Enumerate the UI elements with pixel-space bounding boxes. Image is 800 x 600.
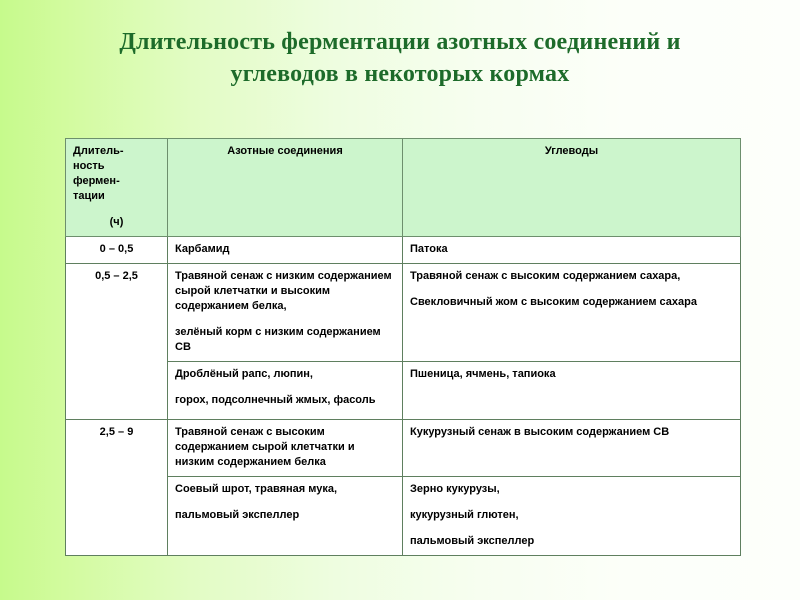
nitrogen-item: зелёный корм с низким содержанием СВ: [175, 326, 381, 353]
carbohydrate-cell: Травяной сенаж с высоким содержанием сах…: [402, 263, 741, 362]
header-cell-carbohydrates: Углеводы: [402, 138, 741, 237]
nitrogen-item: Карбамид: [175, 243, 230, 255]
carbohydrate-cell: Зерно кукурузы, кукурузный глютен, пальм…: [402, 476, 741, 556]
carbohydrate-item: Зерно кукурузы,: [410, 483, 500, 495]
nitrogen-item: горох, подсолнечный жмых, фасоль: [175, 394, 376, 406]
duration-cell: 0 – 0,5: [65, 236, 168, 264]
table-row: Соевый шрот, травяная мука, пальмовый эк…: [66, 476, 741, 556]
carbohydrate-item: Кукурузный сенаж в высоким содержанием С…: [410, 426, 670, 438]
nitrogen-item: Травяной сенаж с высоким содержанием сыр…: [175, 426, 355, 468]
carbohydrate-item: Травяной сенаж с высоким содержанием сах…: [410, 270, 681, 282]
header-duration-line-4: тации: [73, 190, 105, 202]
carbohydrate-cell: Кукурузный сенаж в высоким содержанием С…: [402, 419, 741, 477]
carbohydrate-cell: Пшеница, ячмень, тапиока: [402, 361, 741, 420]
header-duration-unit: (ч): [109, 216, 124, 228]
nitrogen-item: Травяной сенаж с низким содержанием сыро…: [175, 270, 392, 312]
table-row: 0 – 0,5 Карбамид Патока: [65, 236, 741, 264]
carbohydrate-cell: Патока: [402, 236, 741, 264]
header-cell-nitrogen: Азотные соединения: [167, 138, 403, 237]
table-row: 0,5 – 2,5 Травяной сенаж с низким содерж…: [65, 263, 741, 420]
header-cell-duration: Длитель- ность фермен- тации (ч): [65, 138, 168, 237]
header-duration-line-2: ность: [73, 160, 105, 172]
page-title: Длительность ферментации азотных соедине…: [119, 29, 681, 87]
carbohydrate-item: Свекловичный жом с высоким содержанием с…: [410, 296, 697, 308]
nitrogen-item: Дроблёный рапс, люпин,: [175, 368, 313, 380]
table-row: 2,5 – 9 Травяной сенаж с высоким содержа…: [65, 419, 741, 556]
nitrogen-cell: Травяной сенаж с низким содержанием сыро…: [167, 263, 403, 362]
header-duration-line-3: фермен-: [73, 175, 120, 187]
header-duration-line-1: Длитель-: [73, 145, 124, 157]
table-header-row: Длитель- ность фермен- тации (ч) Азотные…: [65, 138, 741, 237]
nitrogen-cell: Карбамид: [167, 236, 403, 264]
nitrogen-cell: Дроблёный рапс, люпин, горох, подсолнечн…: [167, 361, 403, 420]
carbohydrate-item: Пшеница, ячмень, тапиока: [410, 368, 556, 380]
duration-cell: 0,5 – 2,5: [65, 263, 168, 420]
nitrogen-cell: Соевый шрот, травяная мука, пальмовый эк…: [167, 476, 403, 556]
carbohydrate-item: пальмовый экспеллер: [410, 535, 535, 547]
nitrogen-cell: Травяной сенаж с высоким содержанием сыр…: [167, 419, 403, 477]
nitrogen-item: пальмовый экспеллер: [175, 509, 300, 521]
carbohydrate-item: Патока: [410, 243, 448, 255]
carbohydrate-item: кукурузный глютен,: [410, 509, 519, 521]
nitrogen-item: Соевый шрот, травяная мука,: [175, 483, 338, 495]
fermentation-table-wrapper: Длитель- ность фермен- тации (ч) Азотные…: [65, 138, 741, 556]
table-row: Дроблёный рапс, люпин, горох, подсолнечн…: [66, 361, 741, 420]
fermentation-table: Длитель- ность фермен- тации (ч) Азотные…: [65, 138, 741, 556]
duration-cell: 2,5 – 9: [65, 419, 168, 556]
